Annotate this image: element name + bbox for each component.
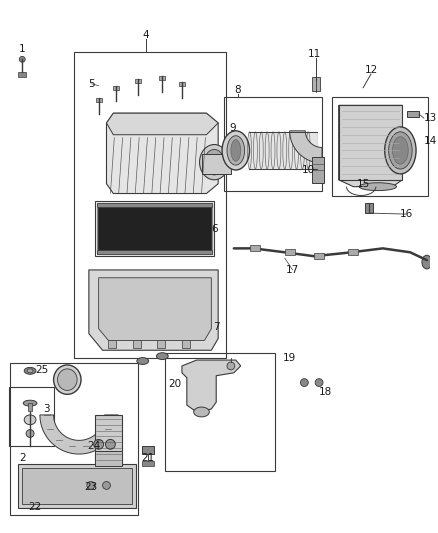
Ellipse shape xyxy=(27,369,33,373)
Circle shape xyxy=(19,56,25,62)
Text: 21: 21 xyxy=(141,453,154,463)
Text: 9: 9 xyxy=(230,123,236,133)
Bar xyxy=(109,341,117,348)
Ellipse shape xyxy=(200,144,229,180)
Bar xyxy=(97,251,212,254)
Polygon shape xyxy=(40,415,118,454)
Bar xyxy=(349,249,358,255)
Bar xyxy=(18,72,26,77)
Ellipse shape xyxy=(385,127,416,174)
Ellipse shape xyxy=(26,430,34,438)
Ellipse shape xyxy=(392,136,408,164)
Circle shape xyxy=(300,378,308,386)
Ellipse shape xyxy=(422,255,432,269)
Text: 4: 4 xyxy=(142,30,149,40)
Bar xyxy=(113,86,119,90)
Ellipse shape xyxy=(205,149,224,175)
Bar xyxy=(314,253,324,259)
Text: 17: 17 xyxy=(286,265,299,275)
Ellipse shape xyxy=(57,369,77,391)
Bar xyxy=(312,77,320,91)
Polygon shape xyxy=(89,270,218,350)
Bar xyxy=(95,451,122,466)
Bar xyxy=(96,99,102,102)
Text: 8: 8 xyxy=(234,85,241,95)
Ellipse shape xyxy=(156,353,168,360)
Bar xyxy=(95,415,122,464)
Text: 23: 23 xyxy=(84,482,97,492)
Bar xyxy=(18,464,136,508)
Ellipse shape xyxy=(231,140,241,161)
Text: 13: 13 xyxy=(424,113,437,123)
Ellipse shape xyxy=(389,132,412,169)
Bar xyxy=(28,403,32,411)
Ellipse shape xyxy=(23,400,37,406)
Bar xyxy=(142,446,153,454)
Ellipse shape xyxy=(359,183,396,191)
Text: 3: 3 xyxy=(43,404,50,414)
Ellipse shape xyxy=(227,136,244,165)
Ellipse shape xyxy=(24,415,36,425)
Text: 2: 2 xyxy=(19,453,25,463)
Text: 7: 7 xyxy=(213,322,219,332)
Ellipse shape xyxy=(137,358,148,365)
Bar xyxy=(251,245,260,252)
Bar xyxy=(365,203,373,213)
Text: 25: 25 xyxy=(35,365,49,375)
Bar xyxy=(95,201,214,256)
Polygon shape xyxy=(182,360,241,412)
Bar xyxy=(339,106,403,180)
Ellipse shape xyxy=(194,407,209,417)
Bar xyxy=(74,52,226,358)
Polygon shape xyxy=(290,131,322,163)
Text: 20: 20 xyxy=(169,378,182,389)
Bar xyxy=(201,155,231,174)
Text: 18: 18 xyxy=(319,387,332,398)
Text: 11: 11 xyxy=(307,50,321,59)
Bar xyxy=(407,111,419,117)
Bar xyxy=(224,96,322,191)
Bar xyxy=(312,157,324,183)
Bar xyxy=(8,387,53,446)
Text: 10: 10 xyxy=(302,165,315,175)
Bar xyxy=(165,353,275,471)
Text: 22: 22 xyxy=(28,502,42,512)
Ellipse shape xyxy=(53,365,81,394)
Bar xyxy=(97,203,212,254)
Text: 12: 12 xyxy=(364,65,378,75)
Bar xyxy=(142,461,153,466)
Circle shape xyxy=(94,439,103,449)
Circle shape xyxy=(227,362,235,370)
Text: 14: 14 xyxy=(424,135,437,146)
Circle shape xyxy=(106,439,115,449)
Bar xyxy=(159,76,165,80)
Polygon shape xyxy=(339,106,403,187)
Text: 24: 24 xyxy=(87,441,100,451)
Text: 16: 16 xyxy=(399,209,413,219)
Polygon shape xyxy=(106,113,218,135)
Bar xyxy=(11,363,138,515)
Text: 19: 19 xyxy=(283,353,296,363)
Circle shape xyxy=(102,481,110,489)
Circle shape xyxy=(87,481,95,489)
Bar xyxy=(332,96,428,197)
Bar xyxy=(179,82,185,86)
Text: 1: 1 xyxy=(19,44,25,53)
Polygon shape xyxy=(106,113,218,193)
Bar xyxy=(285,249,295,255)
Text: 15: 15 xyxy=(357,179,370,189)
Circle shape xyxy=(315,378,323,386)
Text: 5: 5 xyxy=(88,79,95,89)
Text: 6: 6 xyxy=(211,224,218,234)
Bar xyxy=(97,203,212,207)
Bar xyxy=(157,341,165,348)
Bar xyxy=(133,341,141,348)
Bar xyxy=(182,341,190,348)
Ellipse shape xyxy=(222,131,250,170)
Ellipse shape xyxy=(24,367,36,374)
Bar xyxy=(22,468,132,504)
Bar xyxy=(135,79,141,83)
Polygon shape xyxy=(99,278,211,341)
